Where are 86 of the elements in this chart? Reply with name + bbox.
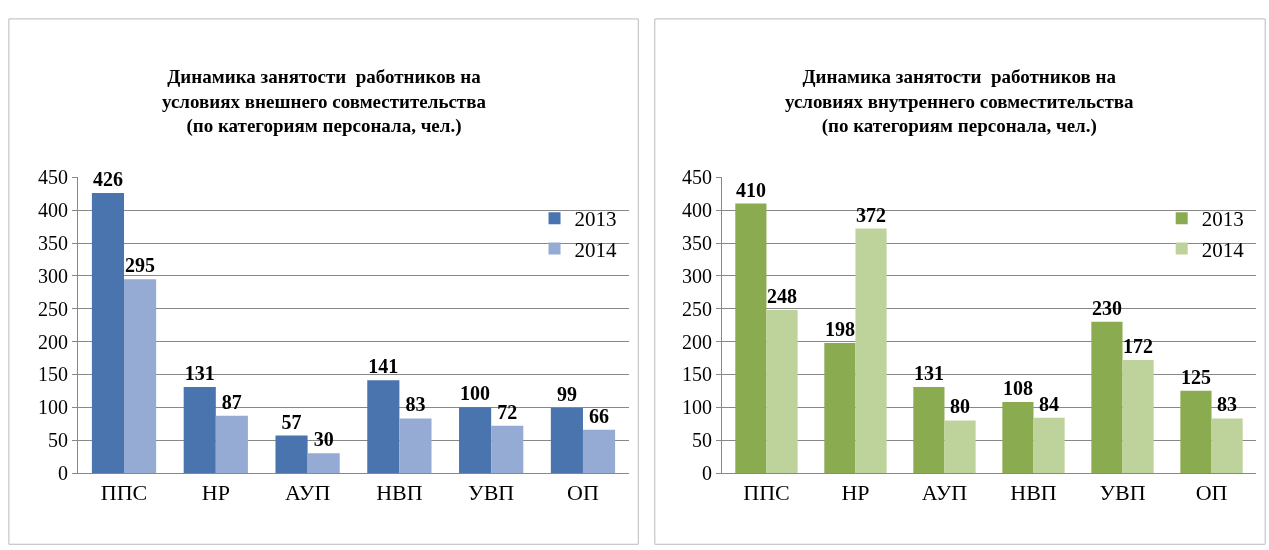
bar bbox=[824, 342, 856, 473]
bar bbox=[766, 310, 798, 473]
data-label: 426 bbox=[92, 168, 123, 191]
data-label: 131 bbox=[913, 361, 944, 384]
y-tick-label: 400 bbox=[38, 199, 69, 222]
y-tick-label: 250 bbox=[38, 297, 69, 320]
y-tick-label: 250 bbox=[681, 297, 712, 320]
chart-title: Динамика занятости работников на условиях внутреннего совместительства (по категориям персонала, чел.) bbox=[785, 66, 1134, 138]
bar bbox=[183, 386, 216, 473]
bar bbox=[913, 386, 945, 473]
bar bbox=[1122, 359, 1154, 473]
x-tick-label: НР bbox=[841, 480, 870, 506]
data-label: 230 bbox=[1091, 296, 1122, 319]
chart-title: Динамика занятости работников на условиях внешнего совместительства (по категориям персонала, чел.) bbox=[162, 66, 487, 138]
bar bbox=[735, 203, 767, 473]
x-tick-label: НВП bbox=[1010, 480, 1057, 506]
x-tick-label: АУП bbox=[284, 480, 331, 506]
legend-label: 2014 bbox=[1201, 237, 1245, 262]
bar bbox=[459, 407, 492, 473]
bar bbox=[1002, 402, 1034, 473]
x-tick-label: ППС bbox=[743, 480, 790, 506]
data-label: 410 bbox=[735, 178, 766, 201]
data-label: 295 bbox=[125, 254, 156, 277]
data-label: 30 bbox=[313, 428, 334, 451]
bar bbox=[124, 279, 157, 473]
y-tick-label: 450 bbox=[38, 166, 69, 189]
data-label: 172 bbox=[1123, 334, 1154, 357]
bar bbox=[855, 228, 887, 473]
data-label: 84 bbox=[1039, 392, 1060, 415]
y-tick-label: 300 bbox=[681, 264, 712, 287]
y-tick-label: 150 bbox=[681, 363, 712, 386]
y-tick-label: 50 bbox=[48, 429, 69, 452]
bar bbox=[399, 418, 432, 473]
y-tick-label: 0 bbox=[58, 462, 69, 484]
legend-label: 2014 bbox=[574, 237, 618, 262]
bar bbox=[1180, 390, 1212, 473]
x-tick-label: НВП bbox=[376, 480, 423, 506]
data-label: 248 bbox=[767, 285, 798, 308]
x-tick-label: ППС bbox=[100, 480, 148, 506]
legend-label: 2013 bbox=[1201, 207, 1244, 232]
bar bbox=[550, 407, 583, 473]
data-label: 72 bbox=[497, 400, 518, 423]
data-label: 198 bbox=[824, 317, 855, 340]
x-tick-label: НР bbox=[201, 480, 230, 506]
bar bbox=[582, 429, 616, 473]
bar bbox=[944, 420, 976, 473]
data-label: 125 bbox=[1180, 365, 1211, 388]
y-tick-label: 200 bbox=[38, 330, 69, 353]
x-tick-label: АУП bbox=[921, 480, 968, 506]
bar bbox=[1211, 418, 1243, 473]
data-label: 108 bbox=[1002, 377, 1033, 400]
legend-label: 2013 bbox=[574, 207, 617, 232]
bar bbox=[307, 453, 340, 473]
data-label: 99 bbox=[556, 382, 577, 405]
bar bbox=[367, 380, 400, 473]
x-tick-label: ОП bbox=[567, 480, 599, 506]
x-tick-label: УВП bbox=[1099, 480, 1146, 506]
y-tick-label: 400 bbox=[681, 199, 712, 222]
data-label: 372 bbox=[856, 203, 887, 226]
y-tick-label: 50 bbox=[691, 429, 712, 452]
x-tick-label: ОП bbox=[1195, 480, 1228, 506]
bar bbox=[491, 425, 524, 473]
y-tick-label: 0 bbox=[701, 462, 712, 484]
bar bbox=[275, 435, 308, 473]
x-tick-label: УВП bbox=[468, 480, 515, 506]
y-tick-label: 350 bbox=[38, 232, 69, 255]
y-tick-label: 150 bbox=[38, 363, 69, 386]
data-label: 83 bbox=[405, 393, 426, 416]
bar bbox=[91, 193, 125, 473]
data-label: 87 bbox=[221, 390, 242, 413]
data-label: 141 bbox=[368, 355, 399, 378]
y-tick-label: 100 bbox=[38, 396, 69, 419]
data-label: 131 bbox=[184, 361, 215, 384]
data-label: 100 bbox=[460, 382, 491, 405]
data-label: 83 bbox=[1217, 393, 1238, 416]
y-tick-label: 450 bbox=[681, 166, 712, 189]
data-label: 66 bbox=[589, 404, 610, 427]
data-label: 57 bbox=[281, 410, 302, 433]
y-tick-label: 350 bbox=[681, 232, 712, 255]
y-tick-label: 200 bbox=[681, 330, 712, 353]
y-tick-label: 100 bbox=[681, 396, 712, 419]
bar bbox=[215, 415, 248, 473]
bar bbox=[1033, 417, 1065, 473]
y-tick-label: 300 bbox=[38, 264, 69, 287]
bar bbox=[1091, 321, 1123, 473]
data-label: 80 bbox=[950, 395, 971, 418]
